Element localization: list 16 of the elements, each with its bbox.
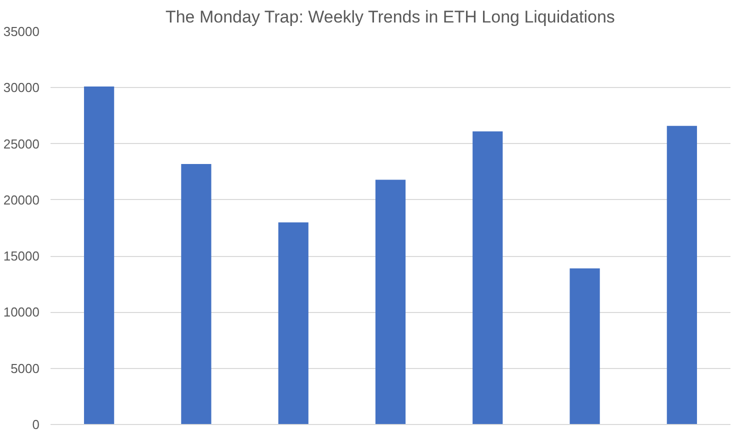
y-tick-label: 25000: [3, 136, 40, 152]
bar: [472, 131, 503, 424]
y-tick-label: 35000: [3, 24, 40, 39]
bar: [570, 268, 600, 424]
y-tick-label: 30000: [3, 80, 40, 96]
bar: [84, 86, 114, 424]
chart-title: The Monday Trap: Weekly Trends in ETH Long Liquidations: [165, 8, 615, 26]
y-tick-label: 15000: [3, 248, 40, 264]
bar: [375, 180, 406, 424]
bar: [666, 126, 697, 424]
y-tick-label: 5000: [10, 360, 40, 376]
y-tick-label: 0: [32, 417, 40, 430]
y-tick-label: 10000: [3, 304, 40, 320]
bar: [181, 164, 212, 424]
y-tick-label: 20000: [3, 192, 40, 208]
bar: [278, 222, 308, 424]
